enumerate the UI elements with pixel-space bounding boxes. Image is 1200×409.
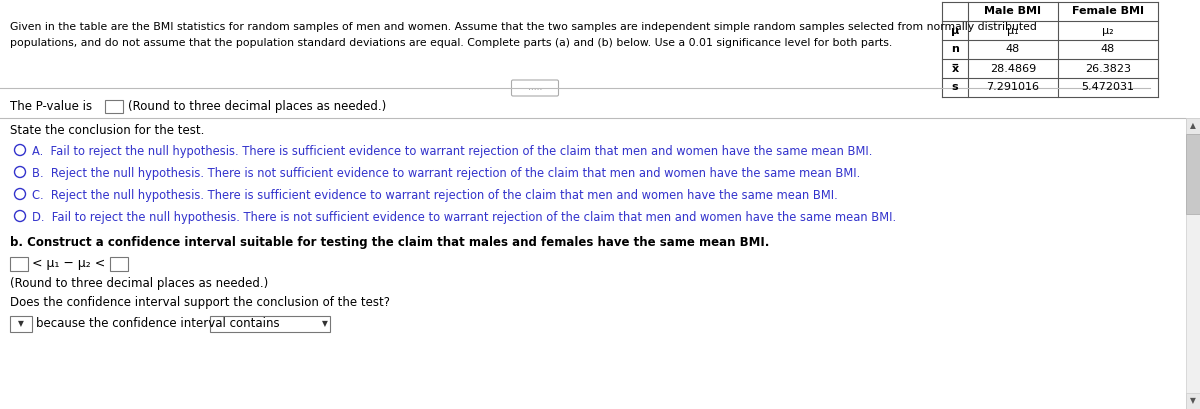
Bar [1186,118,1200,134]
Text: State the conclusion for the test.: State the conclusion for the test. [10,124,204,137]
Text: B.  Reject the null hypothesis. There is not sufficient evidence to warrant reje: B. Reject the null hypothesis. There is … [32,167,860,180]
Bar [106,99,124,112]
Text: 26.3823: 26.3823 [1085,63,1132,74]
Text: ▼: ▼ [18,319,24,328]
FancyBboxPatch shape [511,80,558,96]
Text: 5.472031: 5.472031 [1081,83,1134,92]
Bar [1186,118,1200,409]
Bar [1186,134,1200,214]
Text: Given in the table are the BMI statistics for random samples of men and women. A: Given in the table are the BMI statistic… [10,22,1037,32]
Text: n: n [952,45,959,54]
Text: Female BMI: Female BMI [1072,7,1144,16]
Text: 48: 48 [1100,45,1115,54]
Text: 28.4869: 28.4869 [990,63,1036,74]
Text: x̅: x̅ [952,63,959,74]
Text: D.  Fail to reject the null hypothesis. There is not sufficient evidence to warr: D. Fail to reject the null hypothesis. T… [32,211,896,224]
Text: A.  Fail to reject the null hypothesis. There is sufficient evidence to warrant : A. Fail to reject the null hypothesis. T… [32,145,872,158]
Text: 48: 48 [1006,45,1020,54]
Text: (Round to three decimal places as needed.): (Round to three decimal places as needed… [10,277,269,290]
Bar [110,257,128,271]
Bar [10,316,32,332]
Text: b. Construct a confidence interval suitable for testing the claim that males and: b. Construct a confidence interval suita… [10,236,769,249]
Bar [210,316,330,332]
Bar [10,257,28,271]
Text: Does the confidence interval support the conclusion of the test?: Does the confidence interval support the… [10,296,390,309]
Text: Male BMI: Male BMI [984,7,1042,16]
Text: (Round to three decimal places as needed.): (Round to three decimal places as needed… [128,100,386,113]
Text: C.  Reject the null hypothesis. There is sufficient evidence to warrant rejectio: C. Reject the null hypothesis. There is … [32,189,838,202]
Text: < μ₁ − μ₂ <: < μ₁ − μ₂ < [32,258,106,270]
Text: ▼: ▼ [1190,396,1196,405]
Text: μ: μ [950,25,959,36]
Text: because the confidence interval contains: because the confidence interval contains [36,317,280,330]
Text: ▼: ▼ [322,319,328,328]
Text: μ₁: μ₁ [1007,25,1019,36]
Text: populations, and do not assume that the population standard deviations are equal: populations, and do not assume that the … [10,38,893,48]
Text: ▲: ▲ [1190,121,1196,130]
Text: 7.291016: 7.291016 [986,83,1039,92]
Text: The P-value is: The P-value is [10,100,92,113]
Text: .....: ..... [528,83,542,92]
Text: s: s [952,83,959,92]
Text: μ₂: μ₂ [1102,25,1114,36]
Bar [1186,393,1200,409]
